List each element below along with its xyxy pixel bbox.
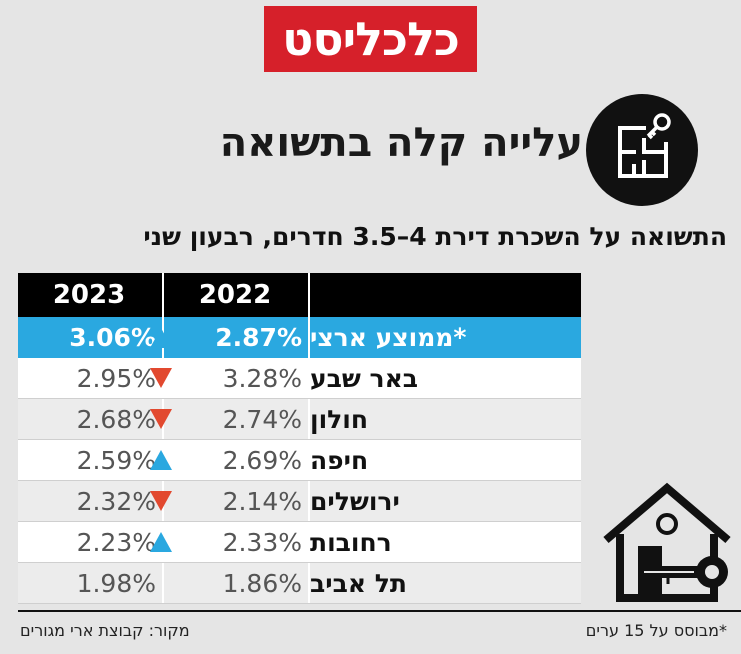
trend-cell <box>144 358 178 398</box>
table-row: 2.95% 3.28% באר שבע <box>18 358 581 399</box>
trend-up-icon <box>150 327 172 348</box>
value-2023: 3.06% <box>69 323 156 352</box>
year-2022-header: 2022 <box>198 280 272 310</box>
table-row: 3.06% 2.87% *ממוצע ארצי <box>18 317 581 358</box>
table-row: 1.98% 1.86% תל אביב <box>18 563 581 604</box>
trend-up-icon <box>150 532 172 552</box>
city-name: חיפה <box>310 445 369 475</box>
city-name: תל אביב <box>310 568 407 598</box>
value-2022: 3.28% <box>222 363 302 393</box>
city-name: חולון <box>310 404 369 434</box>
chart-subtitle: התשואה על השכרת דירת 4–3.5 חדרים, רבעון … <box>143 222 727 251</box>
value-2023: 2.59% <box>76 445 156 475</box>
trend-cell <box>144 440 178 480</box>
trend-cell <box>144 563 178 603</box>
value-2022: 2.14% <box>222 486 302 516</box>
floor-plan-key-icon <box>586 94 698 206</box>
value-2023: 2.95% <box>76 363 156 393</box>
source-credit: מקור: קבוצת ארי מגורים <box>20 621 190 640</box>
table-header-row: 2023 2022 <box>18 273 581 317</box>
trend-down-icon <box>150 491 172 511</box>
trend-cell <box>144 317 178 358</box>
city-name: *ממוצע ארצי <box>310 323 467 352</box>
table-row: 2.23% 2.33% רחובות <box>18 522 581 563</box>
table-body: 3.06% 2.87% *ממוצע ארצי 2.95% 3.28% באר שבע 2.… <box>18 317 581 604</box>
trend-up-icon <box>150 450 172 470</box>
value-2022: 2.69% <box>222 445 302 475</box>
value-2023: 2.32% <box>76 486 156 516</box>
footer-rule <box>18 610 741 612</box>
trend-cell <box>144 399 178 439</box>
value-2023: 1.98% <box>76 568 156 598</box>
value-2022: 2.87% <box>215 323 302 352</box>
page-title: עלייה קלה בתשואה <box>219 120 583 166</box>
trend-cell <box>144 522 178 562</box>
city-name: באר שבע <box>310 363 419 393</box>
city-name: ירושלים <box>310 486 400 516</box>
year-2023-header: 2023 <box>52 280 126 310</box>
value-2022: 1.86% <box>222 568 302 598</box>
value-2022: 2.33% <box>222 527 302 557</box>
table-row: 2.32% 2.14% ירושלים <box>18 481 581 522</box>
calcalist-logo: כלכליסט <box>264 6 477 72</box>
trend-down-icon <box>150 409 172 429</box>
footnote: *מבוסס על 15 ערים <box>585 621 727 640</box>
house-key-icon <box>603 482 731 602</box>
yield-table: 2023 2022 3.06% 2.87% *ממוצע ארצי 2.95% 3.28… <box>18 273 581 604</box>
trend-cell <box>144 481 178 521</box>
value-2022: 2.74% <box>222 404 302 434</box>
city-name: רחובות <box>310 527 392 557</box>
table-row: 2.59% 2.69% חיפה <box>18 440 581 481</box>
value-2023: 2.23% <box>76 527 156 557</box>
table-row: 2.68% 2.74% חולון <box>18 399 581 440</box>
value-2023: 2.68% <box>76 404 156 434</box>
trend-down-icon <box>150 368 172 388</box>
